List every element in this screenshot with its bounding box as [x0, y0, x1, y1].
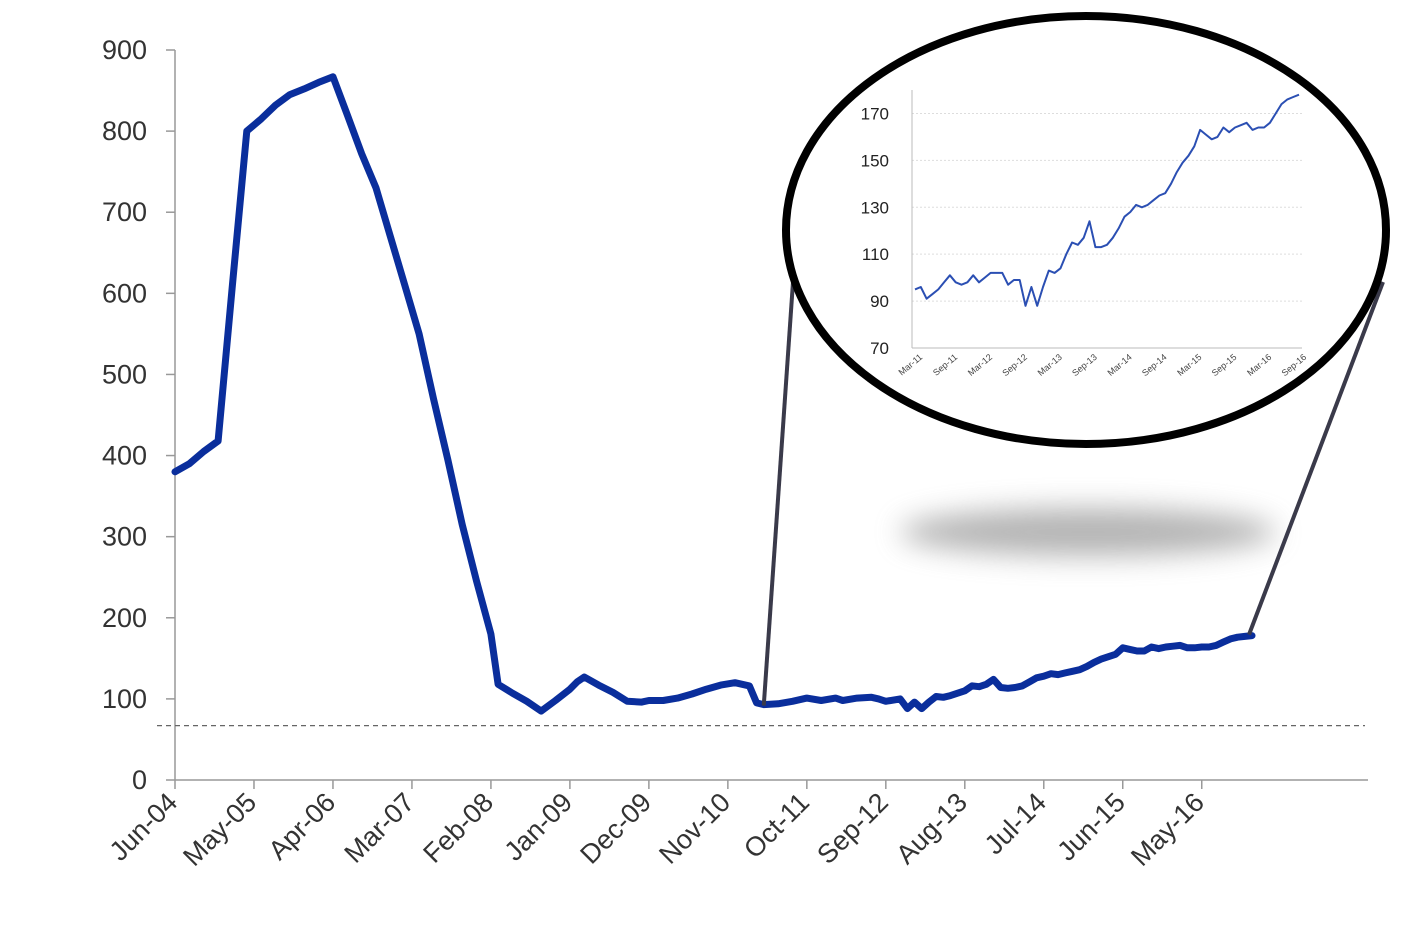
x-tick-label: May-05 [177, 787, 262, 872]
x-tick-label: Jun-04 [104, 787, 184, 867]
x-tick-label: May-16 [1125, 787, 1210, 872]
y-tick-label: 300 [102, 522, 147, 552]
y-tick-label: 800 [102, 116, 147, 146]
x-tick-label: Dec-09 [574, 787, 657, 870]
x-tick-label: Mar-07 [338, 787, 420, 869]
connector-right [1247, 281, 1385, 636]
y-tick-label: 400 [102, 441, 147, 471]
inset-series-line [914, 93, 1300, 307]
y-tick-label: 200 [102, 603, 147, 633]
y-tick-label: 700 [102, 197, 147, 227]
x-tick-label: Jan-09 [499, 787, 579, 867]
x-tick-label: Oct-11 [738, 787, 815, 864]
y-tick-label: 0 [132, 765, 147, 795]
inset-y-tick-label: 170 [861, 104, 889, 123]
x-tick-label: Apr-06 [263, 787, 342, 866]
x-tick-label: Aug-13 [890, 787, 973, 870]
inset-shadow [900, 508, 1276, 556]
inset-y-tick-label: 150 [861, 151, 889, 170]
x-tick-label: Jul-14 [979, 787, 1052, 860]
inset-y-tick-label: 90 [870, 292, 889, 311]
y-tick-label: 500 [102, 359, 147, 389]
x-tick-label: Nov-10 [653, 787, 736, 870]
series-line [171, 73, 1256, 715]
y-tick-label: 900 [102, 35, 147, 65]
inset-y-tick-label: 130 [861, 198, 889, 217]
x-tick-label: Sep-12 [811, 787, 894, 870]
x-tick-label: Jun-15 [1051, 787, 1131, 867]
connector-left [761, 281, 795, 706]
y-tick-label: 600 [102, 278, 147, 308]
y-tick-label: 100 [102, 684, 147, 714]
inset-y-tick-label: 70 [870, 339, 889, 358]
inset-y-tick-label: 110 [862, 245, 889, 264]
x-tick-label: Feb-08 [417, 787, 499, 869]
